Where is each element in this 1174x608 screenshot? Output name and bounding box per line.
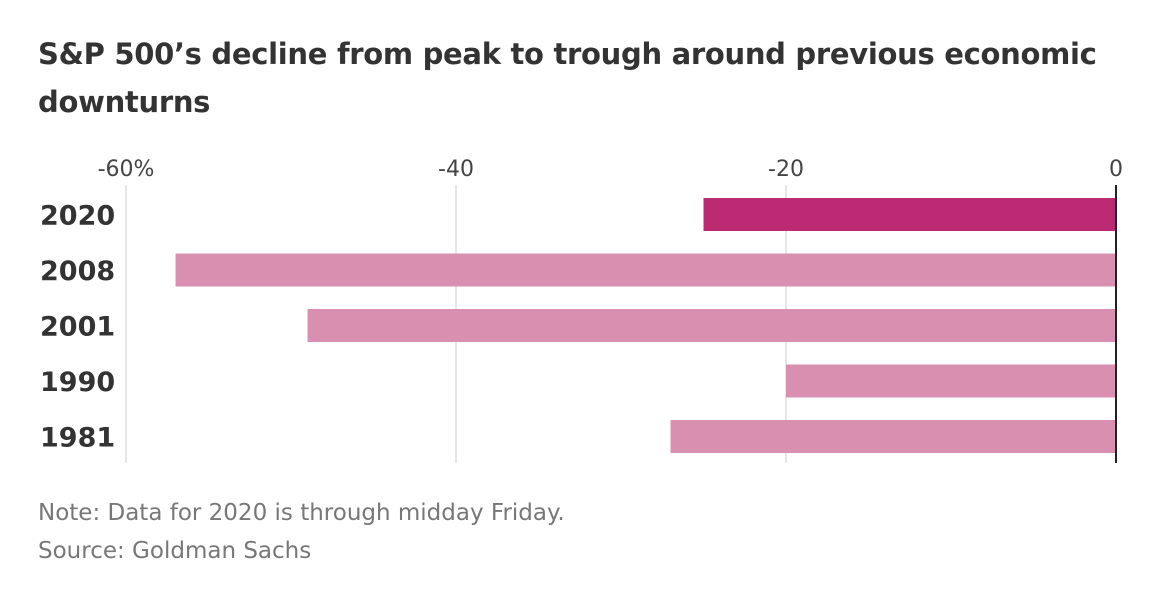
category-labels: 2020 2008 2001 1990 1981 [40,201,115,454]
source-text: Source: Goldman Sachs [38,538,312,564]
category-label: 2020 [40,201,115,232]
category-label: 1981 [40,423,115,454]
category-label: 2001 [40,312,115,343]
note-text: Note: Data for 2020 is through midday Fr… [38,500,565,526]
chart-title: S&P 500’s decline from peak to trough ar… [38,37,1097,119]
footnote: Note: Data for 2020 is through midday Fr… [38,494,565,570]
bar-chart: -60% -40 -20 0 2020 2008 2001 1990 1981 [40,157,1123,463]
x-tick-label: -60% [98,157,155,182]
category-label: 2008 [40,256,115,287]
x-tick-label: -20 [768,157,804,182]
bar-2008 [175,253,1116,287]
bar-1990 [786,364,1116,398]
bar-1981 [670,420,1116,453]
x-axis-ticks: -60% -40 -20 0 [98,157,1123,182]
bar-2001 [307,309,1116,342]
bars [175,198,1116,453]
bar-2020 [703,198,1116,231]
x-tick-label: -40 [438,157,474,182]
x-tick-label: 0 [1109,157,1123,182]
category-label: 1990 [40,367,115,398]
